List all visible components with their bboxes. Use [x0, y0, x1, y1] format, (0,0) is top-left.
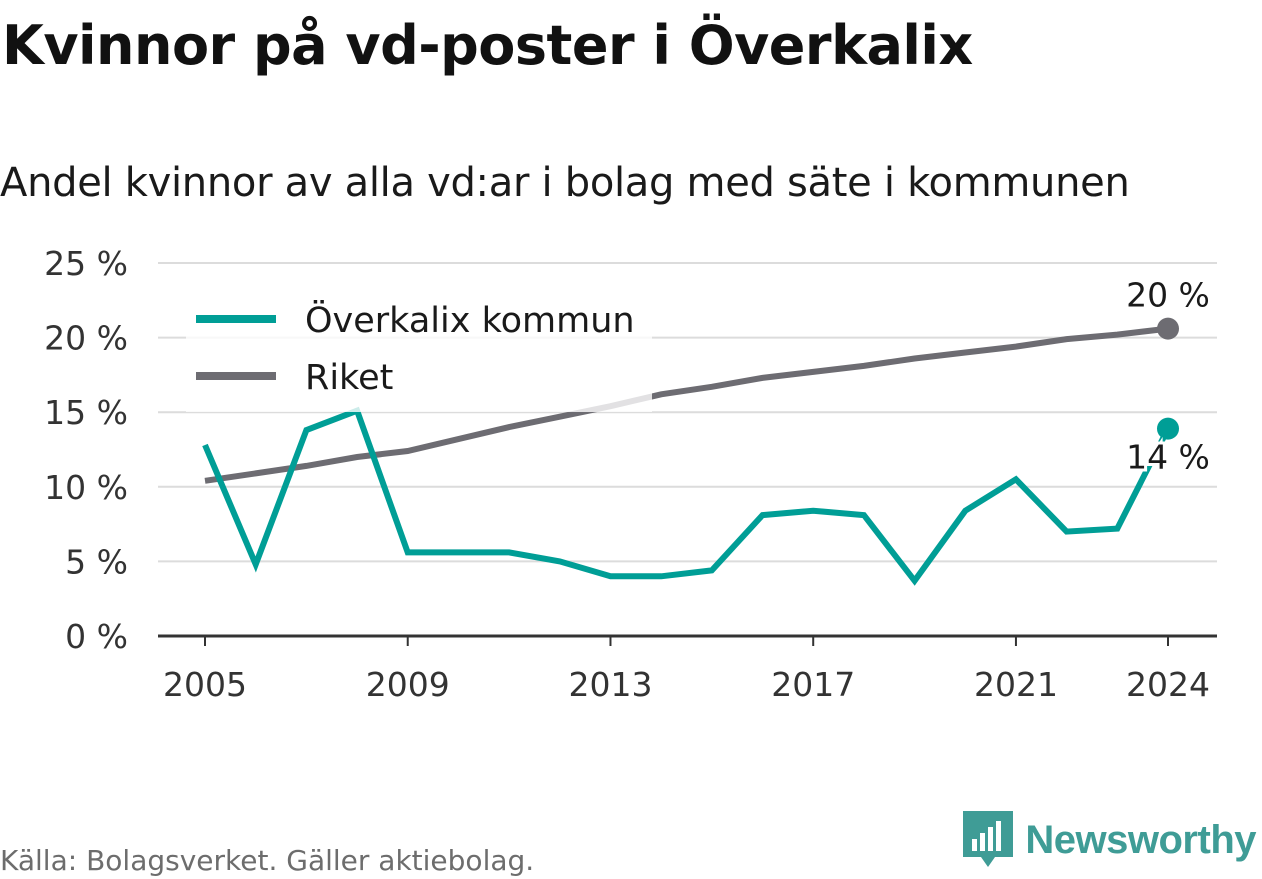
- legend: Överkalix kommun Riket: [186, 290, 652, 412]
- legend-label: Överkalix kommun: [305, 299, 635, 341]
- x-axis: 2005 2009 2013 2017 2021 2024: [158, 634, 1217, 704]
- brand-name: Newsworthy: [1025, 817, 1256, 862]
- x-tick-label: 2009: [366, 665, 450, 704]
- chart-subtitle: Andel kvinnor av alla vd:ar i bolag med …: [0, 160, 1130, 206]
- series-line: [204, 325, 1169, 484]
- y-tick-label: 10 %: [44, 468, 128, 507]
- y-tick-label: 20 %: [44, 319, 128, 358]
- x-tick-label: 2021: [974, 665, 1058, 704]
- y-tick-label: 5 %: [65, 542, 128, 581]
- series-end-point: [1157, 417, 1179, 440]
- series-end-point: [1157, 317, 1179, 340]
- legend-label: Riket: [305, 358, 393, 398]
- x-tick-label: 2005: [163, 665, 247, 704]
- source-note: Källa: Bolagsverket. Gäller aktiebolag.: [0, 844, 535, 877]
- x-tick-label: 2024: [1126, 665, 1210, 704]
- chart-title: Kvinnor på vd-poster i Överkalix: [2, 14, 973, 77]
- series-end-label: 14 %: [1126, 438, 1210, 477]
- series-group: 14 % 20 %: [202, 273, 1213, 586]
- brand-logo: Newsworthy: [963, 811, 1256, 869]
- series-line: [202, 406, 1171, 586]
- x-tick-label: 2013: [568, 665, 652, 704]
- legend-background: [186, 290, 652, 412]
- y-tick-label: 0 %: [65, 617, 128, 656]
- x-tick-label: 2017: [771, 665, 855, 704]
- y-axis: 0 % 5 % 10 % 15 % 20 % 25 %: [44, 244, 128, 656]
- series-end-label: 20 %: [1126, 276, 1210, 315]
- newsworthy-logo-icon: [963, 811, 1014, 867]
- y-tick-label: 25 %: [44, 244, 128, 283]
- y-tick-label: 15 %: [44, 393, 128, 432]
